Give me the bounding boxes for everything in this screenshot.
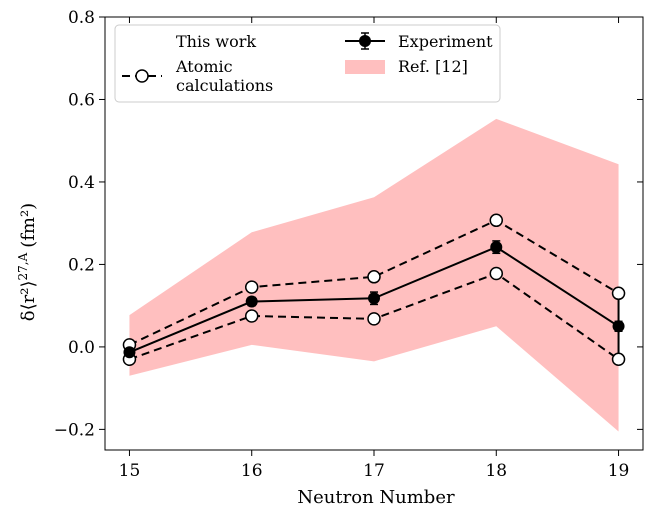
atomic-point-upper-19 [611, 286, 626, 301]
experiment-point-16 [245, 295, 258, 308]
axes: 15 16 17 18 19 0.8 0.6 0.4 0.2 0.0 −0.2 [54, 8, 644, 481]
legend-experiment-marker [359, 35, 371, 47]
x-tick-label-19: 19 [608, 461, 630, 481]
legend-ref-label: Ref. [12] [398, 57, 468, 76]
x-tick-label-18: 18 [485, 461, 507, 481]
legend-atomic-marker [135, 69, 149, 83]
atomic-point-upper-16 [244, 280, 259, 294]
x-tick-label-16: 16 [241, 461, 263, 481]
experiment-point-15 [123, 346, 136, 359]
legend: This work Atomic calculations Experiment… [114, 24, 501, 103]
y-tick-label-0.0: 0.0 [68, 338, 95, 358]
atomic-point-lower-16 [244, 309, 259, 323]
atomic-point-lower-19 [611, 352, 626, 367]
x-axis-title: Neutron Number [297, 487, 455, 506]
x-tick-label-15: 15 [119, 461, 141, 481]
experiment-point-17 [368, 292, 380, 305]
legend-header-this-work: This work [176, 32, 256, 51]
experiment-point-18 [490, 241, 503, 254]
atomic-point-lower-17 [367, 312, 381, 326]
y-axis-title: δ⟨r²⟩27,A (fm²) [16, 203, 39, 321]
plot-area [122, 118, 626, 432]
experiment-point-19 [612, 320, 625, 333]
y-tick-label-−0.2: −0.2 [54, 420, 95, 440]
legend-atomic-label: Atomic [175, 57, 233, 76]
y-tick-label-0.8: 0.8 [68, 8, 95, 28]
atomic-point-upper-17 [367, 270, 381, 284]
y-tick-label-0.2: 0.2 [68, 255, 95, 275]
atomic-point-lower-18 [489, 266, 504, 281]
y-tick-label-0.4: 0.4 [68, 173, 95, 193]
y-axis-title-superscript: 27,A [16, 252, 30, 280]
atomic-point-upper-18 [489, 213, 504, 228]
y-tick-label-0.6: 0.6 [68, 90, 95, 110]
x-tick-label-17: 17 [363, 461, 385, 481]
legend-ref-swatch [345, 60, 385, 74]
legend-atomic-label-line2: calculations [176, 76, 273, 95]
legend-frame [114, 24, 501, 103]
legend-experiment-label: Experiment [398, 32, 493, 51]
y-axis-title-main: δ⟨r²⟩ [18, 281, 39, 322]
y-axis-title-unit: (fm²) [18, 203, 39, 248]
